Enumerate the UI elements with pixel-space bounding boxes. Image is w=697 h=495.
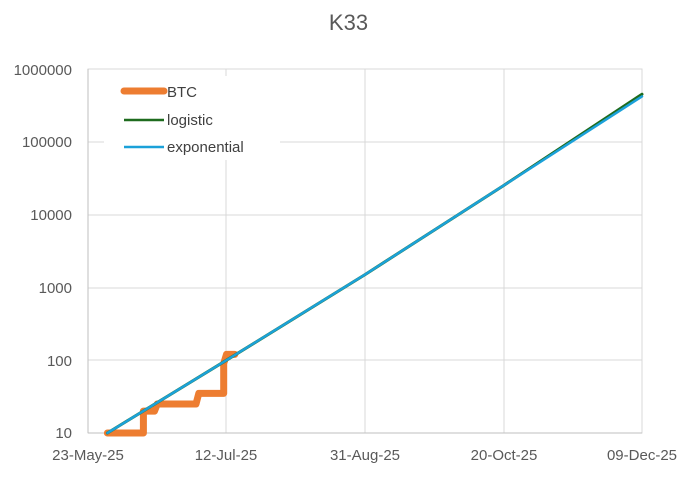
legend: BTC logistic exponential [120,84,244,156]
legend-item-btc: BTC [120,84,197,101]
y-tick-label: 10 [55,425,72,442]
vertical-gridlines [225,69,643,433]
series-line-exponential [106,95,644,435]
x-tick-label: 09-Dec-25 [607,447,677,464]
y-tick-label: 100 [47,353,72,370]
x-tick-label: 12-Jul-25 [195,447,258,464]
y-tick-label: 10000 [30,207,72,224]
legend-label: exponential [167,139,244,156]
y-tick-label: 1000 [39,280,72,297]
legend-label: BTC [167,84,197,101]
y-tick-labels: 10 100 1000 10000 100000 1000000 [14,62,72,442]
x-tick-label: 20-Oct-25 [471,447,538,464]
chart-title: K33 [328,10,369,35]
x-tick-label: 23-May-25 [52,447,124,464]
legend-item-exponential: exponential [124,139,244,156]
legend-label: logistic [167,112,213,129]
x-tick-labels: 23-May-25 12-Jul-25 31-Aug-25 20-Oct-25 … [52,447,677,464]
series-layer [103,92,644,437]
x-tick-label: 31-Aug-25 [330,447,400,464]
y-tick-label: 100000 [22,134,72,151]
y-tick-label: 1000000 [14,62,72,79]
legend-item-logistic: logistic [124,112,213,129]
